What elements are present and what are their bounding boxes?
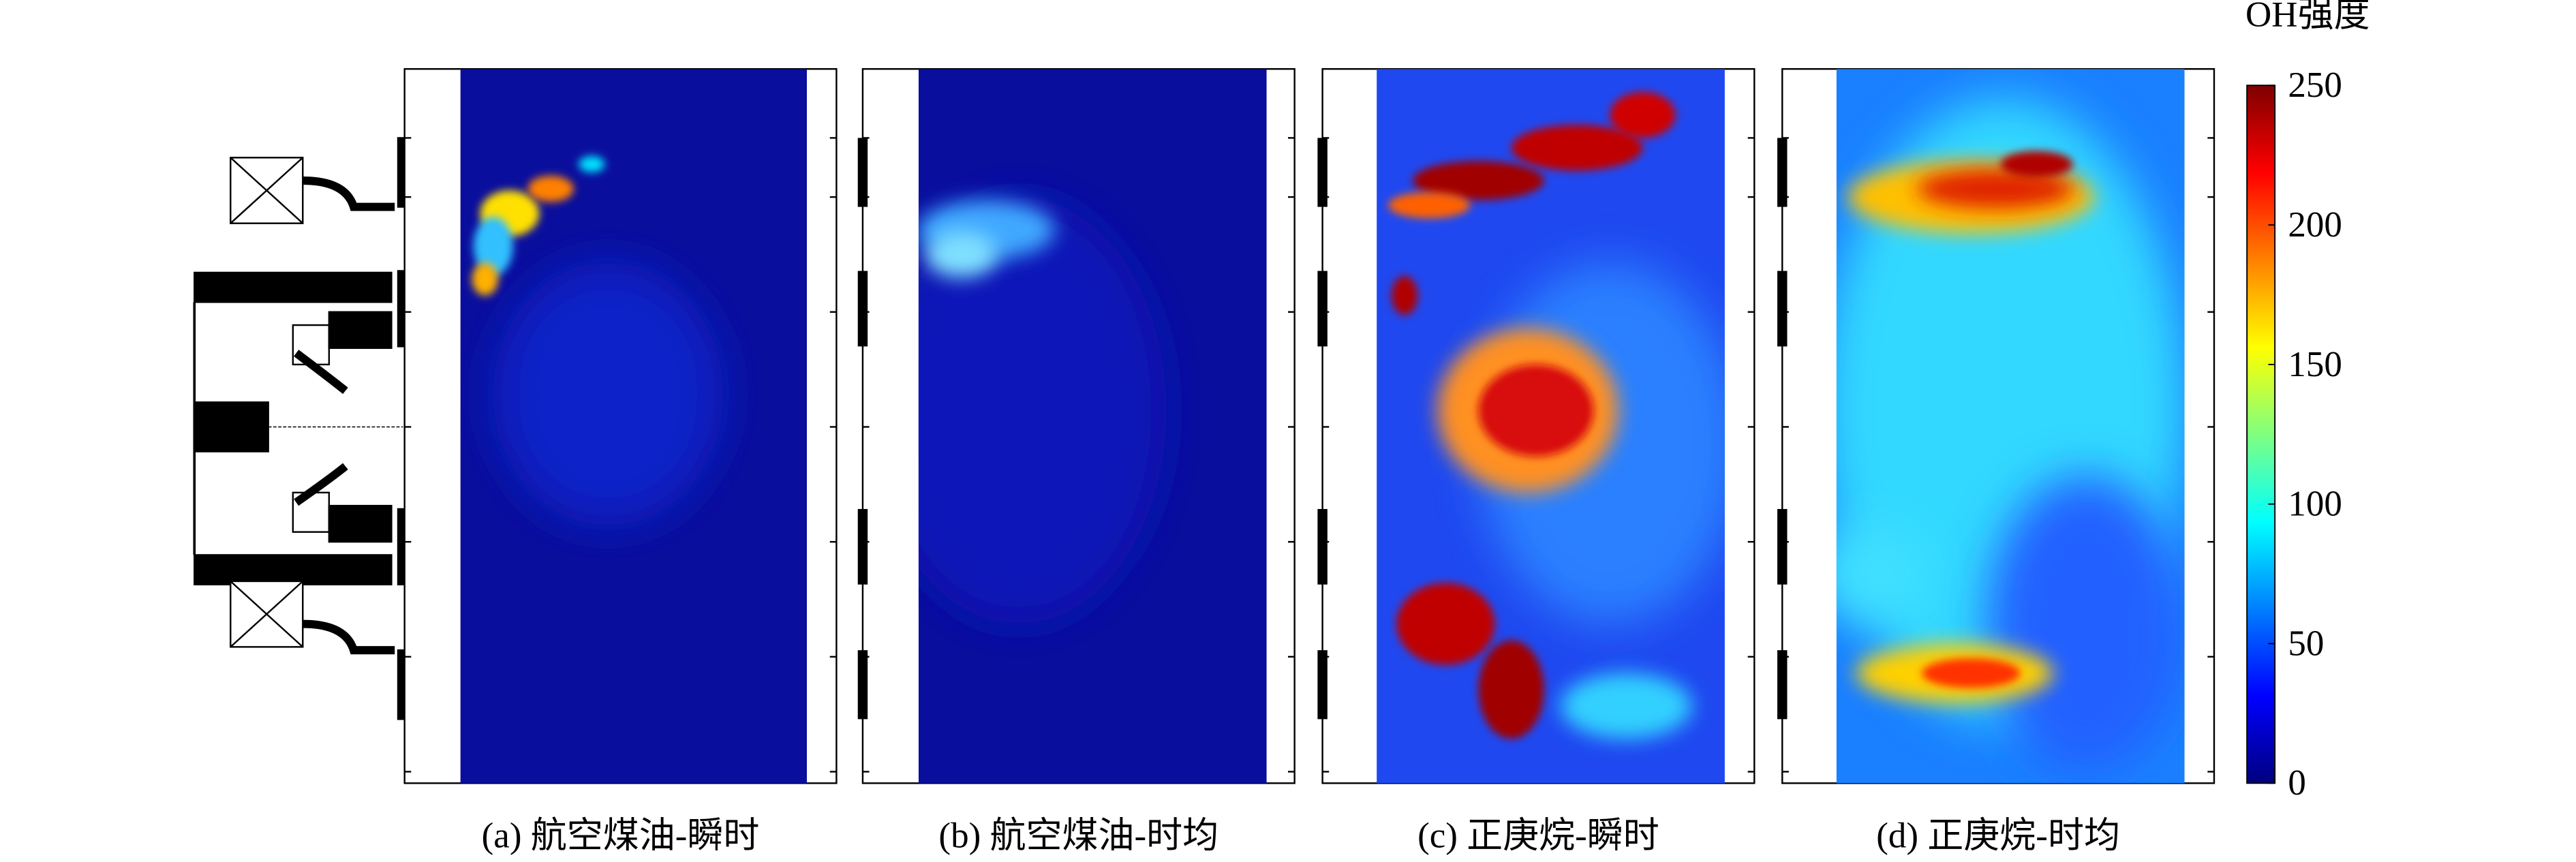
injector-bar — [857, 650, 868, 720]
panel-caption: (a) 航空煤油-瞬时 — [482, 816, 760, 855]
heatmap-region — [1478, 364, 1594, 457]
heatmap-region — [1396, 583, 1495, 665]
panel-caption: (c) 正庚烷-瞬时 — [1417, 816, 1659, 855]
injector-bar — [1317, 271, 1328, 347]
colorbar-tick-label: 0 — [2288, 763, 2306, 803]
injector-bar — [857, 508, 868, 585]
injector-bar — [1317, 650, 1328, 720]
injector-bar — [1777, 650, 1788, 720]
colorbar-title: OH强度 — [2245, 0, 2370, 35]
heatmap-region — [1836, 525, 1931, 624]
colorbar-tick-label: 200 — [2288, 205, 2342, 245]
heatmap-region — [1478, 640, 1544, 739]
injector-bar — [1777, 271, 1788, 347]
heatmap-region — [1560, 673, 1692, 739]
injector-bar — [1777, 508, 1788, 585]
injector-bar — [857, 138, 868, 207]
heatmap-image — [460, 69, 808, 784]
heatmap-image — [1836, 69, 2185, 784]
heatmap-region — [2000, 151, 2073, 178]
heatmap-region — [1610, 91, 1676, 138]
injector-bar — [1317, 508, 1328, 585]
heatmap-region — [473, 217, 513, 276]
heatmap-region — [1391, 275, 1418, 315]
colorbar-tick-label: 100 — [2288, 484, 2342, 524]
heatmap-region — [472, 262, 499, 296]
heatmap-region — [918, 197, 1167, 624]
injector-bar — [857, 271, 868, 347]
heatmap-image — [1377, 69, 1725, 784]
colorbar-tick-label: 150 — [2288, 345, 2342, 384]
combustor-schematic — [193, 137, 408, 720]
panel-caption: (d) 正庚烷-时均 — [1876, 816, 2120, 855]
panel-caption: (b) 航空煤油-时均 — [938, 816, 1218, 855]
heatmap-region — [579, 155, 605, 172]
heatmap-region — [493, 262, 724, 526]
heatmap-region — [1987, 476, 2185, 772]
colorbar-tick-label: 50 — [2288, 624, 2324, 663]
injector-bar — [1777, 138, 1788, 207]
heatmap-region — [1922, 658, 2021, 688]
heatmap-region — [925, 231, 998, 278]
injector-bar — [1317, 138, 1328, 207]
heatmap-region — [1916, 169, 2075, 209]
heatmap-region — [1387, 191, 1471, 219]
heatmap-region — [527, 175, 574, 202]
heatmap-image — [918, 69, 1267, 784]
colorbar — [2246, 84, 2276, 784]
heatmap-region — [1413, 161, 1544, 200]
colorbar-tick-label: 250 — [2288, 65, 2342, 105]
heatmap-region — [1511, 125, 1643, 171]
